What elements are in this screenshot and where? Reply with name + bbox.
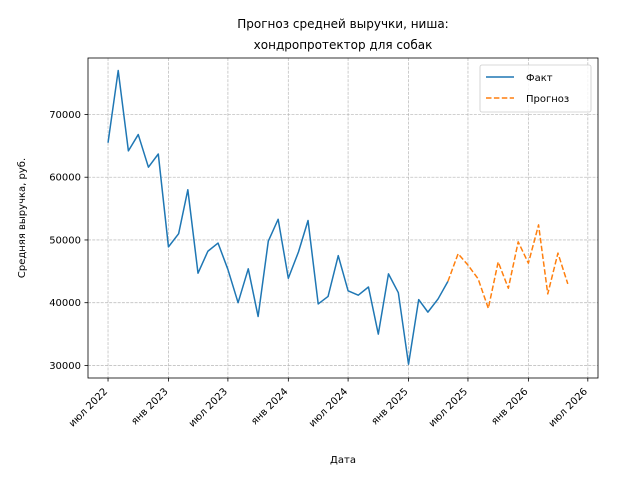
series-lines [107, 69, 569, 365]
x-axis-title: Дата [330, 455, 356, 466]
legend: Факт Прогноз [479, 64, 592, 113]
y-tick-label: 30000 [49, 361, 81, 372]
y-tick-label: 60000 [49, 173, 81, 184]
y-axis-title: Средняя выручка, руб. [17, 158, 28, 278]
plot-area-frame [87, 57, 599, 379]
y-tick-label: 70000 [49, 110, 81, 121]
legend-label-forecast: Прогноз [526, 94, 569, 105]
legend-label-fact: Факт [526, 73, 553, 84]
chart-title-line2: хондропротектор для собак [254, 38, 433, 52]
y-tick-label: 40000 [49, 298, 81, 309]
y-tick-label: 50000 [49, 235, 81, 246]
chart-title-line1: Прогноз средней выручки, ниша: [237, 17, 448, 31]
